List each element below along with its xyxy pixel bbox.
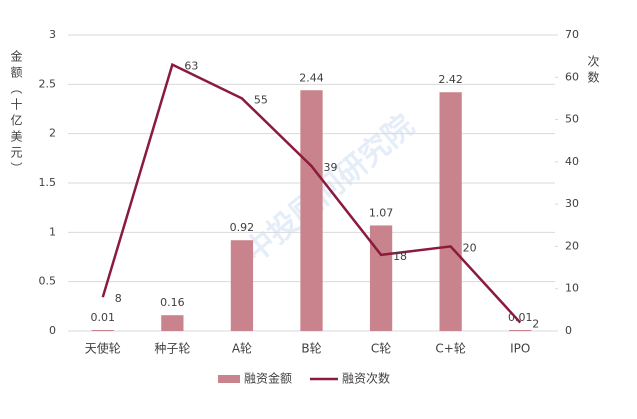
x-tick-label: 天使轮 bbox=[85, 341, 121, 356]
y2-tick-label: 10 bbox=[565, 282, 579, 295]
x-tick-label: A轮 bbox=[232, 342, 252, 356]
bar bbox=[91, 330, 114, 331]
y-tick-label: 2 bbox=[49, 127, 56, 140]
bar bbox=[161, 315, 184, 331]
legend-swatch bbox=[218, 375, 240, 383]
legend-label: 融资金额 bbox=[244, 371, 292, 386]
y2-tick-label: 0 bbox=[565, 324, 572, 337]
y2-tick-label: 70 bbox=[565, 28, 579, 41]
legend-label: 融资次数 bbox=[342, 371, 390, 386]
line-value-label: 39 bbox=[324, 161, 338, 174]
bar-value-label: 1.07 bbox=[369, 206, 394, 219]
y-tick-label: 2.5 bbox=[39, 77, 57, 90]
line-value-label: 55 bbox=[254, 93, 268, 106]
bar-value-label: 2.42 bbox=[438, 73, 463, 86]
bar bbox=[369, 225, 393, 331]
bar-value-label: 0.01 bbox=[91, 311, 116, 324]
y2-tick-label: 60 bbox=[565, 70, 579, 83]
y-tick-label: 1.5 bbox=[39, 176, 57, 189]
bar-value-label: 0.92 bbox=[230, 221, 255, 234]
bar-value-label: 0.16 bbox=[160, 296, 185, 309]
y2-axis-label: 次数 bbox=[586, 55, 600, 87]
bar bbox=[439, 92, 462, 331]
y2-tick-label: 40 bbox=[565, 155, 579, 168]
line-value-label: 20 bbox=[463, 241, 477, 254]
x-tick-label: C+轮 bbox=[435, 342, 465, 356]
x-tick-label: IPO bbox=[510, 342, 530, 356]
line-value-label: 63 bbox=[184, 60, 198, 73]
line-value-label: 8 bbox=[115, 292, 122, 305]
y-tick-label: 0 bbox=[49, 324, 56, 337]
line-value-label: 2 bbox=[532, 318, 539, 331]
y-axis-label: 金额（十亿美元） bbox=[9, 49, 23, 178]
line bbox=[101, 62, 522, 324]
y-tick-label: 3 bbox=[49, 28, 56, 41]
bar-value-label: 2.44 bbox=[299, 71, 324, 84]
y2-tick-label: 20 bbox=[565, 239, 579, 252]
y2-tick-label: 30 bbox=[565, 197, 579, 210]
y-tick-label: 0.5 bbox=[39, 275, 57, 288]
bar bbox=[230, 240, 254, 331]
y2-tick-label: 50 bbox=[565, 113, 579, 126]
x-tick-label: B轮 bbox=[301, 342, 321, 356]
bar bbox=[300, 90, 323, 332]
y-tick-label: 1 bbox=[49, 225, 56, 238]
line-value-label: 18 bbox=[393, 250, 407, 263]
bar bbox=[509, 330, 532, 331]
x-tick-label: C轮 bbox=[371, 342, 391, 356]
x-tick-label: 种子轮 bbox=[154, 342, 190, 356]
